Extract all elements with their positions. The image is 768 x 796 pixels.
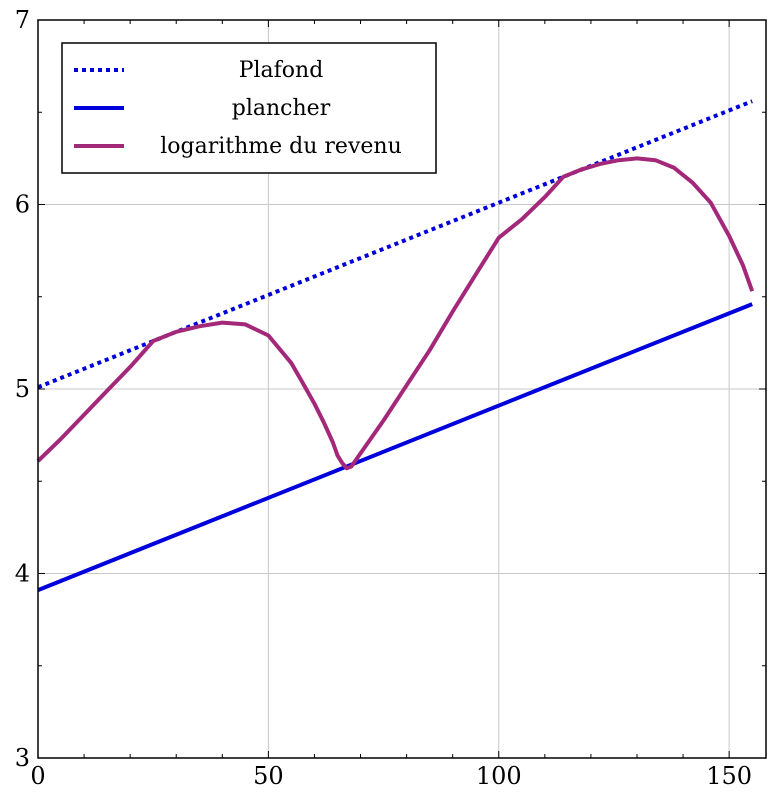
x-tick-label: 100 [476,762,522,790]
y-tick-label: 3 [15,744,30,772]
y-tick-label: 5 [15,375,30,403]
series-line-2 [37,302,753,592]
legend-box [61,42,437,174]
y-tick-label: 7 [15,6,30,34]
legend-label: logarithme du revenu [160,134,401,159]
x-tick-label: 50 [253,762,284,790]
axis-ticks [37,19,766,759]
legend-label: Plafond [239,58,324,83]
x-tick-label: 0 [30,762,45,790]
legend: Plafond plancher logarithme du revenu [61,42,437,174]
x-tick-label: 150 [706,762,752,790]
legend-label: plancher [232,96,331,121]
series-layer [36,99,755,592]
series-line-3 [36,156,755,471]
y-tick-label: 4 [15,560,30,588]
y-tick-label: 6 [15,191,30,219]
tick-labels: 0 50 100 150 3 4 5 6 7 [15,6,752,790]
